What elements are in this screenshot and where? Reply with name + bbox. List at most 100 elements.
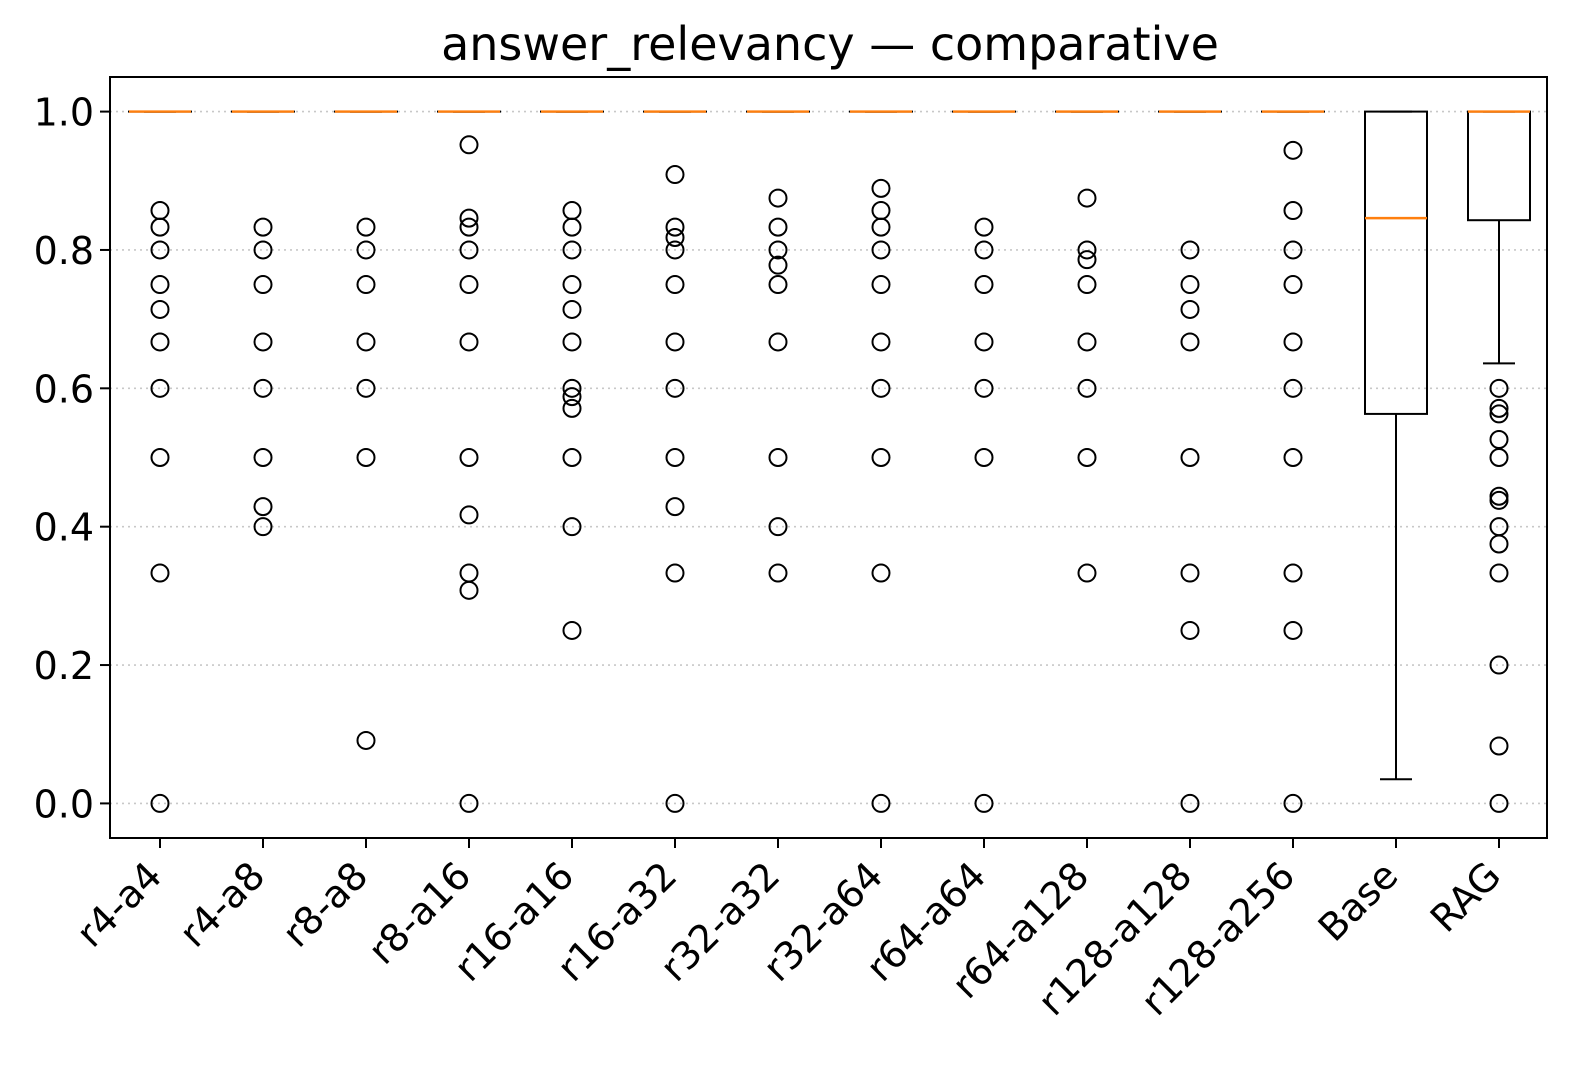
flier-point [461,795,478,812]
flier-point [152,301,169,318]
flier-point [564,622,581,639]
flier-point [1079,241,1096,258]
flier-point [461,276,478,293]
flier-point [152,565,169,582]
flier-point [152,276,169,293]
flier-point [873,276,890,293]
flier-point [461,582,478,599]
flier-point [1491,535,1508,552]
x-tick-label: RAG [1422,853,1509,940]
box-group-r16-a32 [644,112,706,812]
flier-point [770,333,787,350]
flier-point [1285,142,1302,159]
flier-point [976,333,993,350]
x-tick-label: r4-a4 [68,853,171,956]
flier-point [873,241,890,258]
flier-point [255,333,272,350]
flier-point [667,565,684,582]
flier-point [873,202,890,219]
flier-point [1079,190,1096,207]
flier-point [667,166,684,183]
flier-point [461,449,478,466]
flier-point [255,241,272,258]
flier-point [255,449,272,466]
flier-point [873,380,890,397]
flier-point [564,400,581,417]
flier-point [255,518,272,535]
flier-point [564,202,581,219]
box-group-RAG [1468,112,1530,812]
flier-point [770,449,787,466]
flier-point [873,333,890,350]
flier-point [1182,333,1199,350]
flier-point [152,449,169,466]
flier-point [358,333,375,350]
flier-point [358,276,375,293]
flier-point [255,380,272,397]
grid-lines [110,112,1547,804]
flier-point [461,333,478,350]
flier-point [976,241,993,258]
x-tick-label: r4-a8 [171,853,274,956]
y-tick-label: 0.2 [34,644,94,688]
flier-point [461,506,478,523]
flier-point [976,380,993,397]
box-group-r128-a128 [1159,112,1221,812]
box-group-r16-a16 [541,112,603,639]
flier-point [1491,449,1508,466]
box-group-r32-a32 [747,112,809,582]
flier-point [770,190,787,207]
flier-point [1285,333,1302,350]
flier-point [1285,276,1302,293]
flier-point [564,333,581,350]
flier-point [1079,449,1096,466]
flier-point [1491,518,1508,535]
flier-point [1182,622,1199,639]
y-tick-label: 1.0 [34,91,94,135]
flier-point [1491,380,1508,397]
flier-point [152,333,169,350]
flier-point [564,219,581,236]
flier-point [873,219,890,236]
flier-point [1491,565,1508,582]
box-group-r32-a64 [850,112,912,812]
flier-point [152,219,169,236]
box-group-r128-a256 [1262,112,1324,812]
y-tick-label: 0.6 [34,367,94,411]
flier-point [667,498,684,515]
y-axis: 0.00.20.40.60.81.0 [34,91,110,827]
flier-point [255,498,272,515]
flier-point [1491,737,1508,754]
flier-point [255,219,272,236]
flier-point [1079,251,1096,268]
box-group-Base [1365,112,1427,780]
flier-point [873,565,890,582]
flier-point [1491,795,1508,812]
flier-point [873,795,890,812]
box-group-r4-a4 [129,112,191,812]
flier-point [358,449,375,466]
box-group-r8-a16 [438,112,500,812]
flier-point [1491,431,1508,448]
flier-point [461,241,478,258]
flier-point [667,276,684,293]
y-tick-label: 0.4 [34,506,94,550]
chart-title: answer_relevancy — comparative [441,17,1219,71]
flier-point [358,380,375,397]
flier-point [461,136,478,153]
flier-point [1491,657,1508,674]
flier-point [770,565,787,582]
y-tick-label: 0.0 [34,782,94,826]
box-group-r8-a8 [335,112,397,749]
boxes [129,112,1530,812]
flier-point [1491,488,1508,505]
flier-point [358,241,375,258]
flier-point [976,795,993,812]
flier-point [976,449,993,466]
flier-point [873,180,890,197]
flier-point [564,301,581,318]
box-group-r64-a128 [1056,112,1118,582]
